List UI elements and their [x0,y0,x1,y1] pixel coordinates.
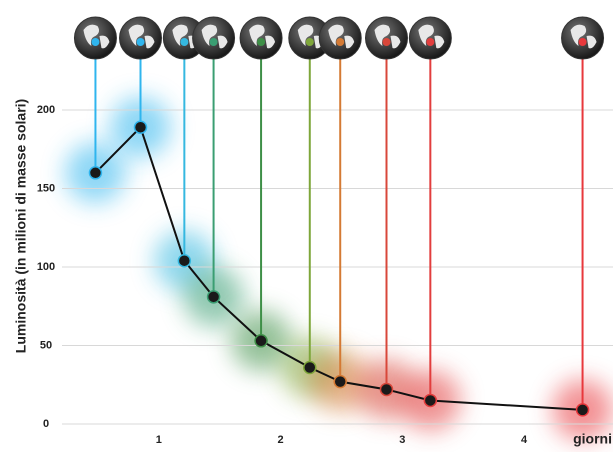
y-tick-label: 150 [37,182,55,194]
globe-dot [257,38,265,46]
data-point [135,121,147,133]
globe-dot [426,38,434,46]
globe-dot [210,38,218,46]
y-tick-label: 50 [40,339,52,351]
globe-dot [306,38,314,46]
x-tick-label: 1 [156,434,162,446]
y-tick-label: 100 [37,261,55,273]
x-tick-label: 2 [277,434,283,446]
data-point [334,376,346,388]
data-point [178,255,190,267]
y-tick-label: 0 [43,418,49,430]
y-tick-label: 200 [37,104,55,116]
data-point [304,361,316,373]
data-point [424,394,436,406]
globe-dot [336,38,344,46]
data-point [380,383,392,395]
globe-dot [137,38,145,46]
x-tick-label: 3 [399,434,405,446]
data-point [208,291,220,303]
globe-dot [579,38,587,46]
y-axis-label: Luminosità (in milioni di masse solari) [13,99,29,353]
x-axis-label: giorni [573,431,612,447]
globe-dot [91,38,99,46]
data-point [577,404,589,416]
globe-dot [382,38,390,46]
x-tick-label: 4 [521,434,528,446]
chart: Luminosità (in milioni di masse solari) … [0,0,613,452]
data-point [89,167,101,179]
data-point [255,335,267,347]
globe-dot [180,38,188,46]
